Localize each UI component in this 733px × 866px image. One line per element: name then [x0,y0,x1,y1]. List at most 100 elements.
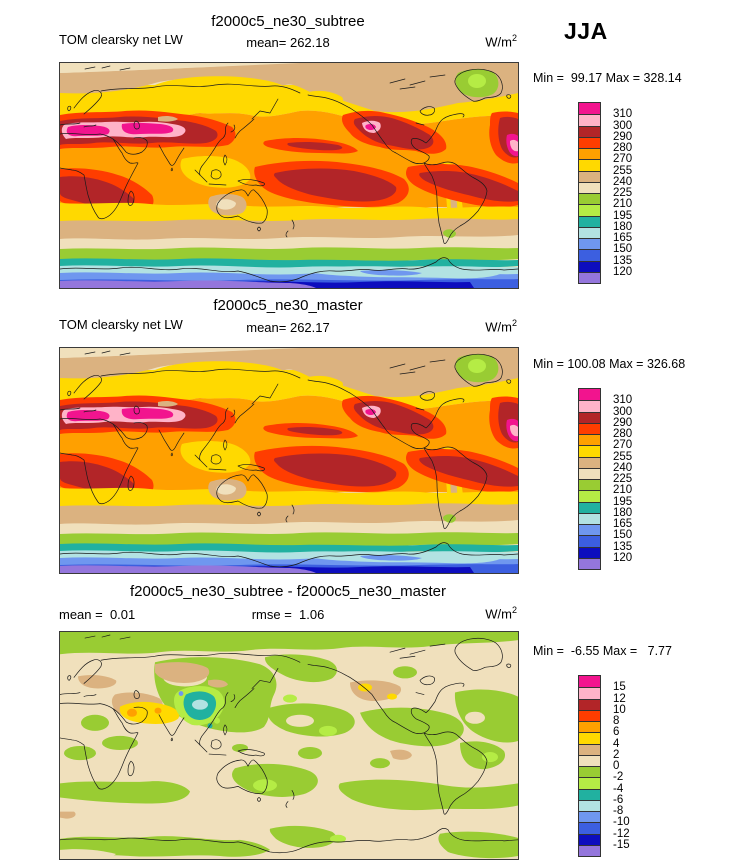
colorbar-tick-label: 225 [613,473,633,485]
colorbar-swatch [579,125,600,137]
colorbar-tick-label: 270 [613,439,633,452]
colorbar-tick-label: 0 [613,760,620,772]
colorbar-tick-label: 270 [613,153,633,166]
colorbar-swatch [579,687,600,699]
colorbar-tick-label: 210 [613,484,633,497]
colorbar-tick-label: -8 [613,805,624,817]
colorbar-swatch [579,709,600,721]
colorbar-swatch [579,676,600,688]
colorbar-swatch [579,501,600,513]
colorbar-tick-label: 135 [613,540,633,553]
colorbar-tick-label: 120 [613,265,633,278]
panel1-map-svg [60,63,518,288]
colorbar-swatch [579,512,600,524]
colorbar-swatch [579,271,600,283]
panel3-map-svg [60,632,518,859]
units-exponent: 2 [511,318,517,328]
colorbar-tick-label: 180 [613,220,633,233]
colorbar-swatch [579,148,600,160]
colorbar-tick-label: 8 [613,715,620,727]
colorbar-tick-label: 6 [613,726,620,739]
colorbar-swatch [579,170,600,182]
colorbar-tick-label: 210 [613,198,633,211]
colorbar-swatch [579,467,600,479]
colorbar-swatch [579,238,600,250]
colorbar-swatch [579,249,600,261]
colorbar-swatch [579,389,600,401]
panel1-mean-label: mean= 262.18 [246,35,330,50]
colorbar-tick-label: 310 [613,394,633,407]
colorbar-tick-label: 15 [613,681,626,694]
colorbar-swatch [579,732,600,744]
colorbar-swatch [579,754,600,766]
colorbar-tick-label: -10 [613,816,630,829]
colorbar-swatch [579,811,600,823]
panel3-units-label: W/m2 [485,605,517,622]
panel1-minmax-label: Min = 99.17 Max = 328.14 [533,71,682,85]
panel3-rmse-label: rmse = 1.06 [251,607,325,622]
colorbar-swatch [579,743,600,755]
panel2-mean-label: mean= 262.17 [246,320,330,335]
colorbar-swatch [579,490,600,502]
colorbar-tick-label: 290 [613,130,633,143]
colorbar-swatch [579,422,600,434]
colorbar-tick-label: -4 [613,782,624,795]
colorbar-tick-label: 10 [613,703,626,716]
colorbar-swatch [579,159,600,171]
colorbar-swatch [579,226,600,238]
panel1-variable-label: TOM clearsky net LW [59,32,183,47]
colorbar-swatch [579,114,600,126]
colorbar-tick-label: 240 [613,175,633,188]
colorbar-tick-label: 310 [613,108,633,121]
colorbar-tick-label: 135 [613,254,633,267]
panel2-units-label: W/m2 [485,318,517,335]
panel1-title: f2000c5_ne30_subtree [211,13,365,30]
colorbar-tick-label: -15 [613,838,630,851]
colorbar-tick-label: -12 [613,827,630,840]
colorbar-swatch [579,193,600,205]
colorbar-tick-label: 280 [613,428,633,440]
panel2-map-svg [60,348,518,573]
colorbar-swatch [579,788,600,800]
colorbar-swatch [579,721,600,733]
colorbar-swatch [579,456,600,468]
colorbar-tick-label: 12 [613,692,626,705]
panel2-colorbar: 310 300 290 280 270 255 240 225 210 195 180 165 150 1… [578,388,632,570]
colorbar-tick-label: 195 [613,209,633,222]
colorbar-swatch [579,766,600,778]
colorbar-tick-label: 280 [613,142,633,154]
colorbar-swatch [579,777,600,789]
colorbar-tick-label: 120 [613,551,633,564]
colorbar-tick-label: 195 [613,495,633,508]
colorbar-swatch [579,799,600,811]
units-exponent: 2 [511,605,517,615]
colorbar-tick-label: 2 [613,748,620,761]
panel2-variable-label: TOM clearsky net LW [59,317,183,332]
colorbar-tick-label: 225 [613,187,633,199]
colorbar-swatch [579,204,600,216]
colorbar-tick-label: 240 [613,461,633,474]
colorbar-tick-label: 165 [613,232,633,244]
panel3-colorbar: 15 12 10 8 6 4 2 0 -2 -4 -6 -8 -10 -12 -15 [578,675,630,857]
panel1-colorbar: 310 300 290 280 270 255 240 225 210 195 180 165 150 1… [578,102,632,284]
colorbar-swatch [579,400,600,412]
colorbar-swatch [579,434,600,446]
colorbar-tick-label: 180 [613,506,633,519]
colorbar-swatch [579,479,600,491]
colorbar-swatch [579,524,600,536]
colorbar-swatch [579,546,600,558]
colorbar-swatch [579,260,600,272]
panel2-map [59,347,519,574]
panel3-map [59,631,519,860]
colorbar-swatch [579,833,600,845]
units-exponent: 2 [511,33,517,43]
colorbar-tick-label: 4 [613,737,620,750]
colorbar-tick-label: 150 [613,243,633,256]
colorbar-tick-label: 300 [613,405,633,418]
season-label: JJA [564,18,608,44]
colorbar-tick-label: -6 [613,793,624,806]
panel3-title: f2000c5_ne30_subtree - f2000c5_ne30_mast… [129,583,447,600]
panel3-mean-label: mean = 0.01 [59,607,136,622]
colorbar-swatch [579,215,600,227]
